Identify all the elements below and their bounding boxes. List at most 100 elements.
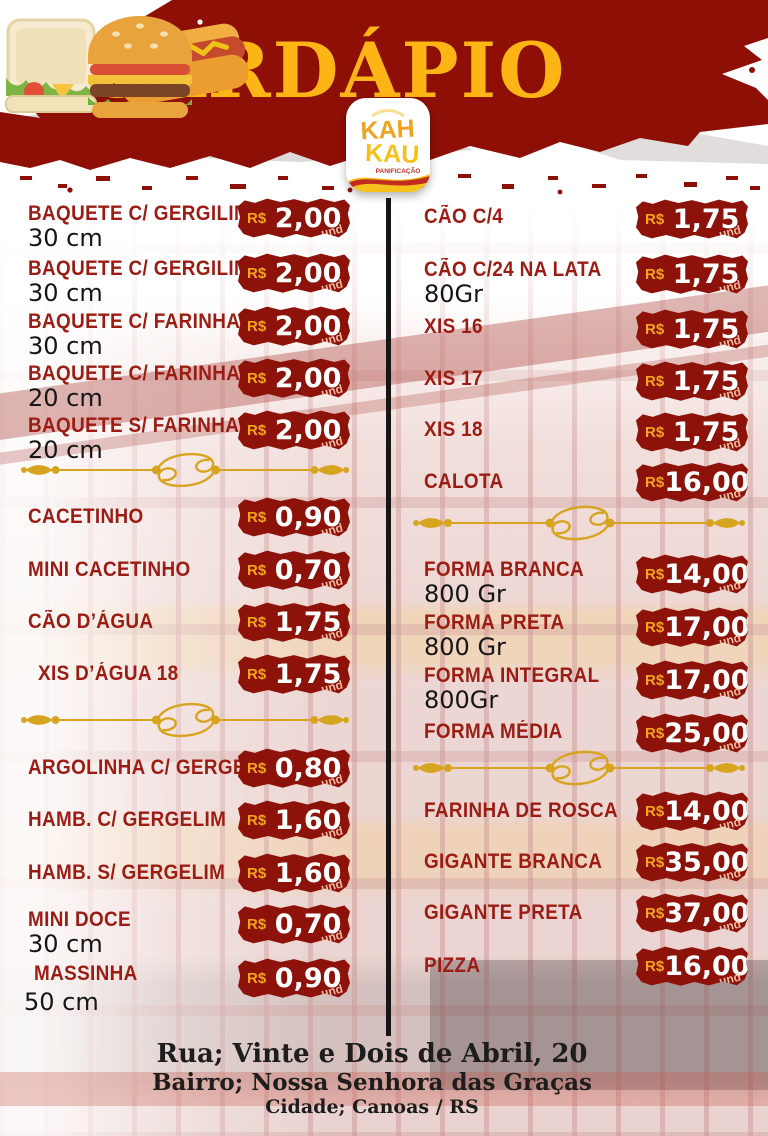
item-name: XIS 18: [424, 418, 483, 441]
menu-item-row: CALOTA R$ 16,00 und: [416, 461, 750, 513]
menu-item-row: XIS 17 R$ 1,75 und: [416, 360, 750, 412]
currency-label: R$: [247, 369, 267, 387]
currency-label: R$: [247, 508, 267, 526]
menu-item-row: BAQUETE C/ FARINHA 20 cm R$ 2,00 und: [24, 357, 352, 412]
item-size: 30 cm: [28, 224, 103, 252]
currency-label: R$: [247, 665, 267, 683]
currency-label: R$: [645, 724, 665, 742]
price-tag: R$ 0,90 und: [238, 958, 350, 998]
price-value: 17,00: [664, 664, 750, 696]
price-value: 25,00: [664, 717, 750, 749]
price-tag: R$ 17,00 und: [636, 660, 750, 700]
currency-label: R$: [645, 957, 665, 975]
currency-label: R$: [645, 565, 665, 583]
price-tag: R$ 35,00 und: [636, 842, 750, 882]
currency-label: R$: [247, 613, 267, 631]
currency-label: R$: [645, 904, 665, 922]
price-tag: R$ 16,00 und: [636, 946, 748, 986]
address-street: Rua; Vinte e Dois de Abril, 20: [156, 1039, 588, 1069]
menu-item-row: BAQUETE C/ GERGILIM BR 30 cm R$ 2,00 und: [24, 197, 352, 252]
price-tag: R$ 2,00 und: [238, 198, 350, 238]
price-tag: R$ 0,80 und: [238, 748, 350, 788]
item-size: 20 cm: [28, 436, 103, 464]
currency-label: R$: [645, 671, 665, 689]
price-value: 35,00: [664, 846, 750, 878]
price-value: 37,00: [664, 897, 750, 929]
item-name: FORMA MÉDIA: [424, 720, 563, 743]
menu-item-row: PIZZA R$ 16,00 und: [416, 945, 750, 997]
logo-text-kah: KAH: [360, 115, 416, 146]
currency-label: R$: [645, 473, 665, 491]
item-size: 800 Gr: [424, 580, 506, 608]
price-tag: R$ 1,75 und: [636, 254, 748, 294]
currency-label: R$: [247, 317, 267, 335]
logo-text-panificacao: PANIFICAÇÃO: [376, 166, 421, 175]
item-size: 80Gr: [424, 280, 484, 308]
menu-item-row: GIGANTE BRANCA R$ 35,00 und: [416, 841, 750, 893]
currency-label: R$: [247, 969, 267, 987]
item-name: HAMB. S/ GERGELIM: [28, 861, 226, 884]
currency-label: R$: [247, 421, 267, 439]
currency-label: R$: [645, 320, 665, 338]
currency-label: R$: [645, 265, 665, 283]
menu-item-row: CÃO C/24 NA LATA 80Gr R$ 1,75 und: [416, 253, 750, 308]
price-value: 1,75: [672, 313, 740, 345]
address-district: Bairro; Nossa Senhora das Graças: [152, 1069, 592, 1096]
column-divider-line: [386, 198, 391, 1036]
price-value: 1,75: [672, 416, 740, 448]
price-tag: R$ 2,00 und: [238, 358, 350, 398]
item-name: HAMB. C/ GERGELIM: [28, 808, 227, 831]
menu-item-row: GIGANTE PRETA R$ 37,00 und: [416, 892, 750, 944]
currency-label: R$: [247, 264, 267, 282]
menu-item-row: MASSINHA 50 cm R$ 0,90 und: [24, 957, 352, 1016]
item-name: FORMA BRANCA: [424, 558, 585, 581]
item-name: ARGOLINHA C/ GERGELIM: [28, 756, 280, 779]
menu-item-row: MINI DOCE 30 cm R$ 0,70 und: [24, 903, 352, 958]
menu-item-row: ARGOLINHA C/ GERGELIM R$ 0,80 und: [24, 747, 352, 799]
price-value: 2,00: [274, 414, 342, 446]
item-name: GIGANTE PRETA: [424, 901, 583, 924]
menu-item-row: BAQUETE C/ GERGILIM PR 30 cm R$ 2,00 und: [24, 252, 352, 307]
menu-item-row: XIS 18 R$ 1,75 und: [416, 411, 750, 463]
menu-item-row: FORMA INTEGRAL 800Gr R$ 17,00 und: [416, 659, 750, 714]
price-tag: R$ 1,60 und: [238, 853, 350, 893]
price-tag: R$ 1,75 und: [636, 361, 748, 401]
price-value: 0,80: [274, 752, 342, 784]
price-tag: R$ 1,75 und: [238, 654, 350, 694]
price-tag: R$ 1,75 und: [238, 602, 350, 642]
item-name: BAQUETE C/ GERGILIM BR: [28, 202, 284, 225]
price-tag: R$ 14,00 und: [636, 554, 750, 594]
price-value: 0,70: [274, 554, 342, 586]
price-value: 16,00: [664, 466, 750, 498]
price-value: 2,00: [274, 310, 342, 342]
price-tag: R$ 17,00 und: [636, 607, 748, 647]
item-size: 800 Gr: [424, 633, 506, 661]
gold-flourish-divider: [412, 750, 747, 786]
price-value: 14,00: [664, 558, 750, 590]
currency-label: R$: [247, 864, 267, 882]
item-name: PIZZA: [424, 954, 481, 977]
menu-item-row: XIS 16 R$ 1,75 und: [416, 308, 750, 360]
item-name: CÃO C/24 NA LATA: [424, 258, 602, 281]
currency-label: R$: [645, 210, 665, 228]
item-name: GIGANTE BRANCA: [424, 850, 603, 873]
price-tag: R$ 25,00 und: [636, 713, 750, 753]
currency-label: R$: [645, 618, 665, 636]
price-value: 1,75: [274, 658, 342, 690]
price-tag: R$ 2,00 und: [238, 306, 350, 346]
price-tag: R$ 1,75 und: [636, 412, 748, 452]
item-name: XIS 17: [424, 367, 483, 390]
price-value: 2,00: [274, 202, 342, 234]
price-value: 0,70: [274, 908, 342, 940]
currency-label: R$: [645, 802, 665, 820]
currency-label: R$: [247, 561, 267, 579]
menu-item-row: HAMB. C/ GERGELIM R$ 1,60 und: [24, 799, 352, 851]
header-food-illustration: [5, 16, 248, 118]
address-city: Cidade; Canoas / RS: [265, 1096, 479, 1118]
item-name: MASSINHA: [34, 962, 138, 985]
currency-label: R$: [247, 915, 267, 933]
menu-item-row: FORMA MÉDIA R$ 25,00 und: [416, 712, 750, 764]
menu-item-row: CÃO C/4 R$ 1,75 und: [416, 198, 750, 250]
item-name: CÃO D’ÁGUA: [28, 610, 154, 633]
